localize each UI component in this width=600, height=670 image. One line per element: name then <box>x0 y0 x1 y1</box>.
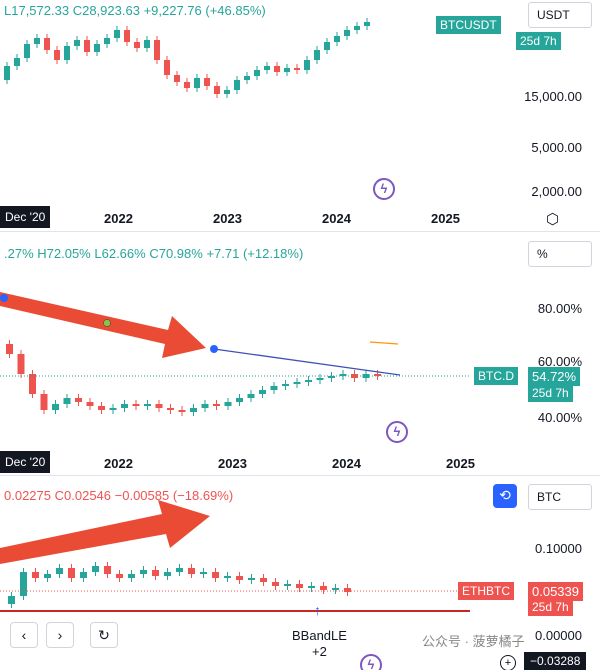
scroll-left-button[interactable]: ‹ <box>10 622 38 648</box>
orange-line <box>369 341 399 345</box>
resistance-line <box>213 348 401 376</box>
y-label: 40.00% <box>537 410 582 425</box>
btcusdt-chart-panel[interactable]: L17,572.33 C28,923.63 +9,227.76 (+46.85%… <box>0 0 600 232</box>
ohlc-open: .27% <box>4 246 34 261</box>
x-label: 2023 <box>218 456 247 471</box>
x-label: 2022 <box>104 211 133 226</box>
ethbtc-candles <box>8 562 351 608</box>
lightning-icon[interactable]: ϟ <box>360 654 382 670</box>
lightning-icon[interactable]: ϟ <box>373 178 395 200</box>
btcusdt-plot <box>4 18 370 98</box>
btc-dominance-chart-panel[interactable]: .27% H72.05% L62.66% C70.98% +7.71 (+12.… <box>0 234 600 476</box>
anchor-point <box>210 345 218 353</box>
btcd-candles <box>6 340 381 416</box>
anchor-point <box>0 294 8 302</box>
ohlc-close: C70.98% <box>149 246 203 261</box>
ethbtc-chart-panel[interactable]: 0.02275 C0.02546 −0.00585 (−18.69%) ⟲ BT… <box>0 478 600 670</box>
ohlc-high: H72.05% <box>37 246 91 261</box>
scroll-right-button[interactable]: › <box>46 622 74 648</box>
ohlc-close: C0.02546 <box>54 488 112 503</box>
x-label: 2025 <box>446 456 475 471</box>
unit-selector[interactable]: USDT <box>528 2 592 28</box>
x-start-label: Dec '20 <box>0 451 51 473</box>
btcd-plot <box>0 292 470 416</box>
signal-name: BBandLE <box>292 628 347 643</box>
ohlc-change: +9,227.76 (+46.85%) <box>143 3 266 18</box>
compare-toggle-icon[interactable]: ⟲ <box>493 484 517 508</box>
ethbtc-plot <box>0 500 470 612</box>
x-label: 2023 <box>213 211 242 226</box>
last-value-label: −0.03288 <box>524 652 587 670</box>
countdown-tag: 25d 7h <box>528 384 573 402</box>
unit-selector[interactable]: % <box>528 241 592 267</box>
countdown-tag: 25d 7h <box>528 598 573 616</box>
x-start-label: Dec '20 <box>0 206 51 228</box>
y-label: 80.00% <box>537 301 582 316</box>
y-label: 60.00% <box>537 354 582 369</box>
y-label: 2,000.00 <box>531 184 582 199</box>
btcd-ohlc: .27% H72.05% L62.66% C70.98% +7.71 (+12.… <box>4 246 303 261</box>
x-label: 2024 <box>332 456 361 471</box>
ohlc-change: −0.00585 (−18.69%) <box>114 488 234 503</box>
arrow-up-icon: ↑ <box>314 602 321 618</box>
add-icon[interactable]: + <box>500 655 516 670</box>
symbol-tag: BTC.D <box>474 367 518 385</box>
trend-arrow <box>0 292 206 358</box>
ohlc-low: L17,572.33 <box>4 3 70 18</box>
unit-selector[interactable]: BTC <box>528 484 592 510</box>
y-label: 15,000.00 <box>524 89 582 104</box>
symbol-tag: BTCUSDT <box>436 16 501 34</box>
countdown-tag: 25d 7h <box>516 32 561 50</box>
btcusdt-candles <box>4 18 370 98</box>
x-label: 2024 <box>322 211 351 226</box>
btcusdt-ohlc: L17,572.33 C28,923.63 +9,227.76 (+46.85%… <box>4 3 266 18</box>
ohlc-low: L62.66% <box>94 246 146 261</box>
anchor-point <box>103 319 111 327</box>
hexagon-settings-icon[interactable]: ⬡ <box>546 211 560 228</box>
reset-button[interactable]: ↻ <box>90 622 118 648</box>
y-label: 0.00000 <box>535 628 582 643</box>
price-tag: 54.72% <box>528 367 581 386</box>
ethbtc-ohlc: 0.02275 C0.02546 −0.00585 (−18.69%) <box>4 488 233 503</box>
y-label: 0.10000 <box>535 541 582 556</box>
ohlc-close: C28,923.63 <box>72 3 140 18</box>
lightning-icon[interactable]: ϟ <box>386 421 408 443</box>
watermark: 公众号 · 菠萝橘子 <box>422 634 525 649</box>
trend-arrow <box>0 500 210 564</box>
price-tag: 0.05339 <box>528 582 583 601</box>
symbol-tag: ETHBTC <box>458 582 514 600</box>
signal-value: +2 <box>312 644 327 659</box>
y-label: 5,000.00 <box>531 140 582 155</box>
ohlc-change: +7.71 (+12.18%) <box>206 246 304 261</box>
x-label: 2022 <box>104 456 133 471</box>
ohlc-low: 0.02275 <box>4 488 51 503</box>
x-label: 2025 <box>431 211 460 226</box>
